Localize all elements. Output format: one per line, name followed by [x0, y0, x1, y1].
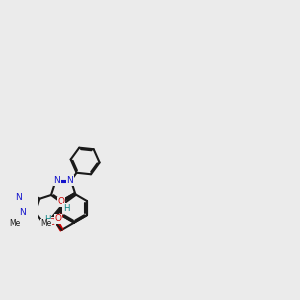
Text: N: N — [19, 208, 26, 217]
Text: H: H — [44, 215, 51, 224]
Text: O: O — [54, 214, 61, 223]
Text: N: N — [66, 176, 73, 185]
Text: Me: Me — [40, 219, 52, 228]
Text: N: N — [15, 193, 22, 202]
Text: H: H — [63, 204, 69, 213]
Text: Me: Me — [10, 219, 21, 228]
Text: O: O — [58, 197, 65, 206]
Text: N: N — [53, 176, 60, 185]
Text: O: O — [48, 218, 55, 226]
